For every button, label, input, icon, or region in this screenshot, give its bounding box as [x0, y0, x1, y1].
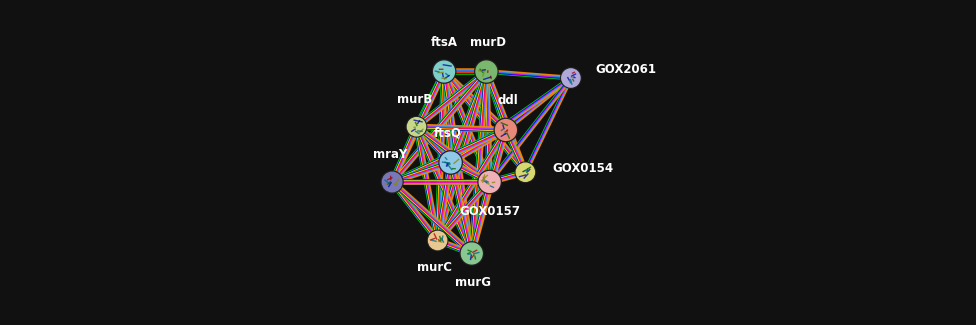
Text: mraY: mraY — [373, 148, 408, 161]
Circle shape — [494, 118, 517, 142]
Circle shape — [439, 151, 463, 174]
Text: ftsQ: ftsQ — [433, 127, 462, 140]
Circle shape — [479, 172, 500, 192]
Circle shape — [383, 172, 402, 192]
Circle shape — [406, 117, 427, 137]
Text: ftsA: ftsA — [430, 36, 458, 49]
Circle shape — [432, 60, 456, 83]
Text: GOX0157: GOX0157 — [459, 205, 520, 218]
Text: murD: murD — [470, 36, 506, 49]
Circle shape — [515, 162, 536, 182]
Circle shape — [428, 231, 447, 250]
Circle shape — [427, 230, 448, 251]
Circle shape — [562, 69, 580, 87]
Circle shape — [474, 60, 498, 83]
Text: murC: murC — [417, 261, 452, 274]
Text: ddl: ddl — [497, 94, 518, 107]
Circle shape — [476, 61, 497, 82]
Circle shape — [462, 243, 482, 264]
Text: GOX0154: GOX0154 — [552, 162, 614, 176]
Circle shape — [560, 68, 581, 88]
Circle shape — [433, 61, 455, 82]
Circle shape — [460, 242, 483, 265]
Circle shape — [382, 171, 403, 193]
Text: GOX2061: GOX2061 — [595, 63, 657, 76]
Circle shape — [407, 118, 426, 136]
Circle shape — [440, 152, 461, 173]
Text: murB: murB — [397, 93, 432, 106]
Text: murG: murG — [456, 276, 491, 289]
Circle shape — [496, 120, 516, 140]
Circle shape — [478, 170, 502, 194]
Circle shape — [516, 163, 535, 181]
